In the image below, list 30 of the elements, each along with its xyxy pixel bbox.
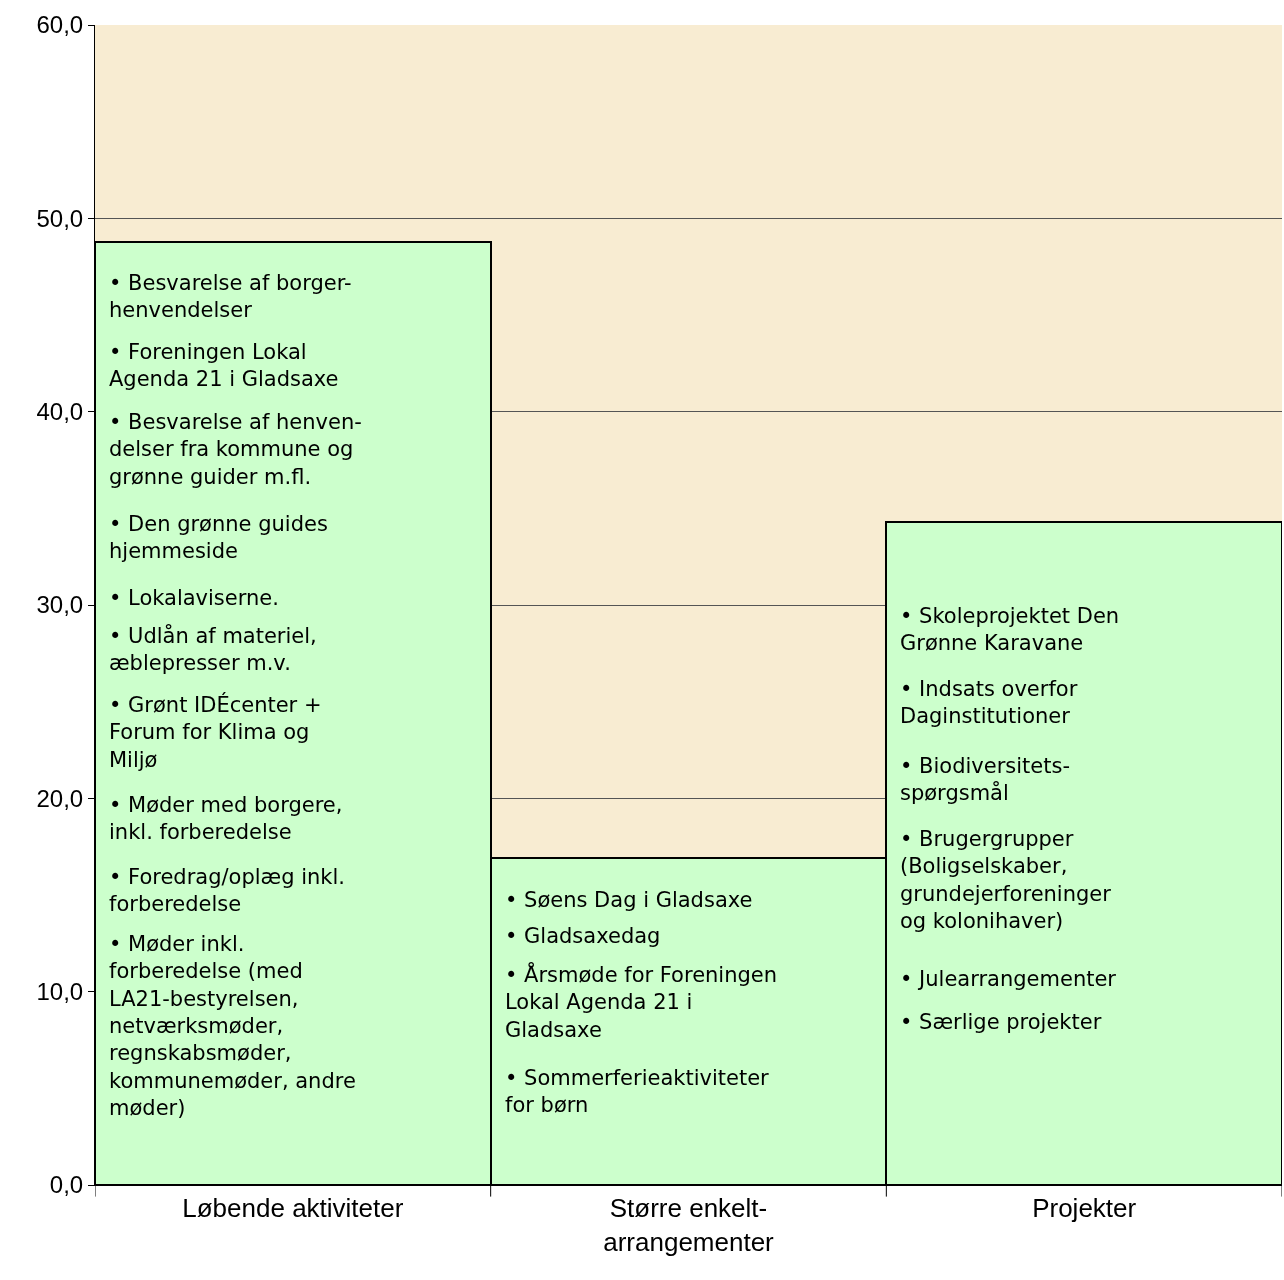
annotation: • Brugergrupper (Boligselskaber, grundejerforeninger og kolonihaver) — [900, 827, 1112, 933]
annotation: • Biodiversitets- spørgsmål — [900, 754, 1070, 806]
annotation: • Skoleprojektet Den Grønne Karavane — [900, 604, 1120, 656]
annotation: • Indsats overfor Daginstitutioner — [900, 677, 1078, 729]
annotation: • Besvarelse af borger- henvendelser — [109, 271, 352, 323]
annotation: • Sommerferieaktiviteter for børn — [505, 1066, 770, 1118]
annotation: • Julearrangementer — [900, 967, 1117, 991]
annotation: • Søens Dag i Gladsaxe — [505, 888, 753, 912]
annotation: • Møder med borgere, inkl. forberedelse — [109, 793, 343, 845]
y-tick-label: 0,0 — [49, 1171, 84, 1199]
annotation: • Møder inkl. forberedelse (med LA21-bestyrelsen, netværksmøder, regnskabsmøder, kommunemøder, andre møder) — [109, 932, 356, 1120]
y-tick-label: 10,0 — [36, 978, 84, 1006]
annotation: • Foredrag/oplæg inkl. forberedelse — [109, 865, 346, 917]
annotation: • Grønt IDÉcenter + Forum for Klima og Miljø — [109, 692, 322, 772]
annotation: • Årsmøde for Foreningen Lokal Agenda 21 i Gladsaxe — [505, 961, 778, 1042]
y-tick-label: 50,0 — [36, 204, 84, 232]
annotation: • Udlån af materiel, æblepresser m.v. — [109, 623, 317, 676]
y-tick-label: 40,0 — [36, 398, 84, 426]
annotation: • Foreningen Lokal Agenda 21 i Gladsaxe — [109, 340, 339, 392]
annotation: • Besvarelse af henven- delser fra kommune og grønne guider m.fl. — [109, 410, 362, 489]
x-tick-label: Løbende aktiviteter — [182, 1193, 404, 1224]
x-tick-label: Større enkelt- arrangementer — [603, 1193, 775, 1257]
annotation: • Gladsaxedag — [505, 924, 661, 948]
annotation: • Særlige projekter — [900, 1010, 1102, 1034]
annotation: • Den grønne guides hjemmeside — [109, 512, 328, 564]
annotation: • Lokalaviserne. — [109, 586, 279, 610]
x-tick-label: Projekter — [1032, 1193, 1137, 1224]
y-tick-label: 60,0 — [36, 11, 84, 39]
y-tick-label: 20,0 — [36, 784, 84, 812]
y-tick-label: 30,0 — [36, 591, 84, 619]
